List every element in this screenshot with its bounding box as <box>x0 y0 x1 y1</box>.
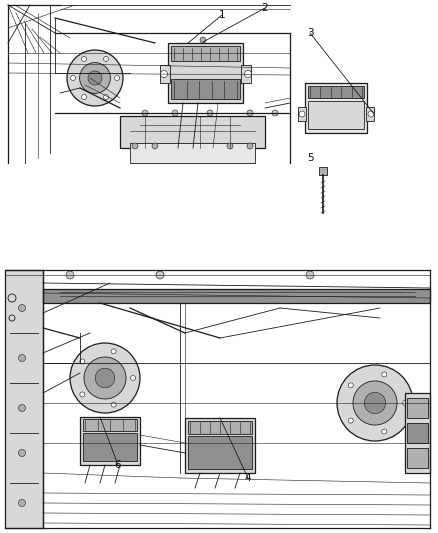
Circle shape <box>207 110 213 116</box>
Circle shape <box>84 357 126 399</box>
Circle shape <box>364 392 385 414</box>
Circle shape <box>18 354 25 361</box>
Circle shape <box>337 365 413 441</box>
Bar <box>130 143 255 163</box>
Circle shape <box>247 143 253 149</box>
Bar <box>298 107 306 121</box>
Bar <box>305 83 367 133</box>
Circle shape <box>95 368 115 388</box>
Circle shape <box>111 402 116 407</box>
Circle shape <box>80 359 85 364</box>
Circle shape <box>306 271 314 279</box>
Bar <box>407 448 428 468</box>
Circle shape <box>18 304 25 311</box>
Text: 3: 3 <box>307 28 313 38</box>
Bar <box>5 270 43 528</box>
Circle shape <box>348 418 353 423</box>
Circle shape <box>18 499 25 506</box>
Circle shape <box>71 76 75 80</box>
Circle shape <box>18 405 25 411</box>
Text: 2: 2 <box>261 3 268 13</box>
Circle shape <box>88 71 102 85</box>
Circle shape <box>132 143 138 149</box>
Circle shape <box>67 50 123 106</box>
Circle shape <box>348 383 353 388</box>
Circle shape <box>114 76 120 80</box>
Bar <box>171 79 240 99</box>
Text: 5: 5 <box>307 153 313 163</box>
Bar <box>405 393 430 473</box>
Bar <box>160 65 170 83</box>
Circle shape <box>111 349 116 354</box>
Bar <box>185 418 255 473</box>
Circle shape <box>80 392 85 397</box>
Circle shape <box>272 110 278 116</box>
Text: 6: 6 <box>115 460 121 470</box>
Text: 1: 1 <box>219 10 225 20</box>
Bar <box>168 43 243 103</box>
Bar <box>83 419 137 431</box>
Circle shape <box>81 56 86 61</box>
Circle shape <box>403 400 407 406</box>
Circle shape <box>131 376 135 381</box>
Circle shape <box>70 343 140 413</box>
Circle shape <box>156 271 164 279</box>
Bar <box>319 167 327 175</box>
Bar <box>407 423 428 443</box>
Circle shape <box>172 110 178 116</box>
Circle shape <box>299 111 305 117</box>
Circle shape <box>382 429 387 434</box>
Circle shape <box>382 372 387 377</box>
Circle shape <box>200 37 206 43</box>
Circle shape <box>227 143 233 149</box>
Bar <box>241 65 251 83</box>
Circle shape <box>244 70 251 77</box>
Bar <box>308 101 364 129</box>
Bar <box>43 289 430 303</box>
Circle shape <box>160 70 167 77</box>
Bar <box>171 46 240 61</box>
Bar <box>308 86 364 98</box>
Circle shape <box>103 94 109 100</box>
Bar <box>83 433 137 461</box>
Bar <box>366 107 374 121</box>
Circle shape <box>368 111 374 117</box>
Bar <box>120 116 265 148</box>
Circle shape <box>247 110 253 116</box>
Bar <box>188 421 252 434</box>
Circle shape <box>353 381 397 425</box>
Circle shape <box>18 449 25 456</box>
Circle shape <box>66 271 74 279</box>
Bar <box>188 436 252 469</box>
Circle shape <box>142 110 148 116</box>
Circle shape <box>80 62 110 93</box>
Circle shape <box>81 94 86 100</box>
Circle shape <box>152 143 158 149</box>
Bar <box>80 417 140 465</box>
Bar <box>407 398 428 418</box>
Circle shape <box>103 56 109 61</box>
Text: 4: 4 <box>245 473 251 483</box>
